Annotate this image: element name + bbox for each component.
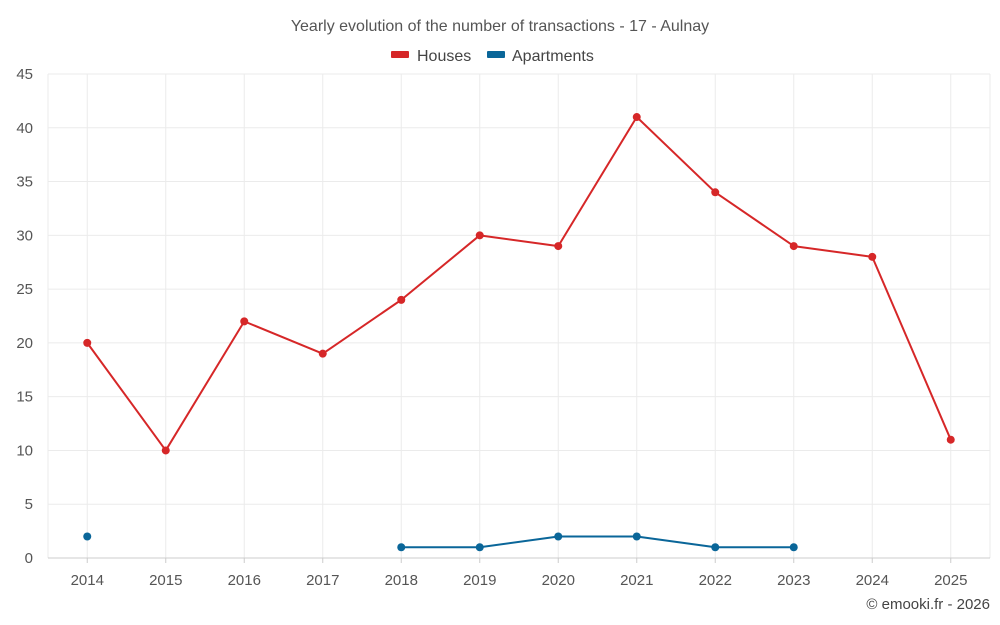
legend-swatch-apartments (487, 51, 505, 58)
x-tick-label: 2022 (699, 572, 732, 589)
data-point-houses-2024 (868, 252, 877, 261)
y-tick-label: 25 (16, 281, 33, 298)
credit-text: © emooki.fr - 2026 (866, 596, 990, 613)
x-tick-label: 2017 (306, 572, 339, 589)
x-tick-label: 2023 (777, 572, 810, 589)
series-line-apartments (401, 535, 794, 549)
grid (47, 73, 991, 558)
y-tick-label: 15 (16, 389, 33, 406)
data-point-houses-2020 (554, 242, 563, 251)
legend-label-houses[interactable]: Houses (417, 48, 471, 65)
data-point-apartments-2022 (711, 543, 720, 552)
data-point-houses-2021 (632, 113, 641, 122)
y-tick-label: 0 (25, 550, 33, 567)
y-tick-label: 10 (16, 442, 33, 459)
y-tick-label: 5 (25, 496, 33, 513)
series (83, 113, 955, 552)
x-tick-label: 2025 (934, 572, 967, 589)
y-tick-label: 30 (16, 227, 33, 244)
y-tick-label: 45 (16, 66, 33, 83)
x-tick-label: 2024 (856, 572, 889, 589)
y-tick-label: 20 (16, 335, 33, 352)
x-tick-label: 2018 (385, 572, 418, 589)
x-tick-label: 2021 (620, 572, 653, 589)
x-tick-label: 2020 (542, 572, 575, 589)
data-point-houses-2017 (318, 349, 327, 358)
data-point-apartments-2020 (554, 532, 563, 541)
x-tick-label: 2015 (149, 572, 182, 589)
series-line-houses (86, 116, 952, 452)
data-point-houses-2025 (946, 435, 955, 444)
x-tick-label: 2014 (71, 572, 104, 589)
data-point-apartments-2018 (397, 543, 406, 552)
legend-swatch-houses (391, 51, 409, 58)
legend-label-apartments[interactable]: Apartments (512, 48, 594, 65)
y-tick-label: 35 (16, 174, 33, 191)
data-point-houses-2018 (397, 295, 406, 304)
legend: Houses Apartments (391, 48, 594, 65)
data-point-houses-2023 (789, 242, 798, 251)
data-point-houses-2022 (711, 188, 720, 197)
data-point-houses-2014 (83, 338, 92, 347)
data-point-houses-2019 (475, 231, 484, 240)
x-tick-label: 2016 (228, 572, 261, 589)
y-tick-label: 40 (16, 120, 33, 137)
data-point-apartments-2021 (632, 532, 641, 541)
data-point-apartments-2014 (83, 532, 92, 541)
data-point-houses-2015 (161, 446, 170, 455)
chart-title: Yearly evolution of the number of transa… (291, 18, 709, 35)
x-tick-label: 2019 (463, 572, 496, 589)
data-point-apartments-2023 (789, 543, 798, 552)
data-point-houses-2016 (240, 317, 249, 326)
data-point-apartments-2019 (475, 543, 484, 552)
